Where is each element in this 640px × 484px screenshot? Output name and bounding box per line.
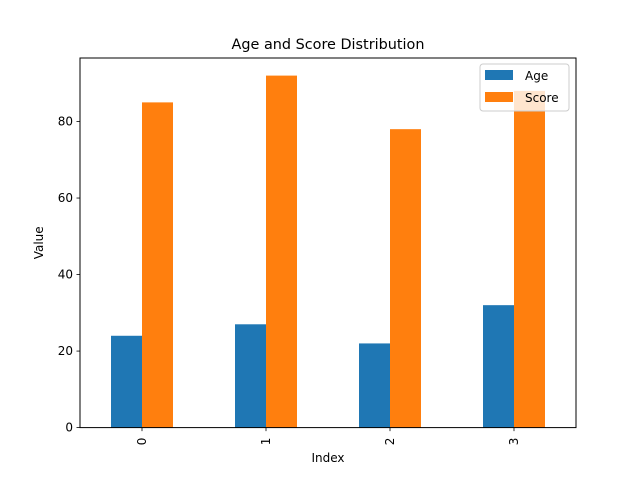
legend-label-score: Score	[525, 91, 559, 105]
chart-title: Age and Score Distribution	[232, 37, 425, 53]
y-tick-label: 20	[58, 344, 73, 358]
bar-age-2	[359, 343, 390, 428]
bar-score-1	[266, 75, 297, 428]
y-tick-label: 80	[58, 115, 73, 129]
x-tick-label: 1	[259, 438, 273, 446]
legend: Age Score	[479, 63, 570, 112]
y-axis-ticks: 0 20 40 60 80	[58, 115, 80, 435]
x-axis-label: Index	[311, 451, 344, 465]
x-axis-ticks: 0 1 2 3	[135, 427, 521, 446]
legend-swatch-age	[485, 70, 513, 80]
y-axis-label: Value	[32, 226, 46, 259]
x-tick-label: 3	[507, 438, 521, 446]
y-tick-label: 60	[58, 191, 73, 205]
bar-age-3	[483, 305, 514, 428]
bars-group	[111, 75, 545, 428]
y-tick-label: 40	[58, 268, 73, 282]
y-tick-label: 0	[65, 421, 73, 435]
bar-age-0	[111, 335, 142, 428]
legend-label-age: Age	[525, 69, 548, 83]
x-tick-label: 0	[135, 438, 149, 446]
x-tick-label: 2	[383, 438, 397, 446]
legend-swatch-score	[485, 92, 513, 102]
bar-score-3	[514, 90, 545, 428]
bar-score-0	[142, 102, 173, 428]
bar-score-2	[390, 129, 421, 428]
bar-age-1	[235, 324, 266, 428]
axes-frame	[79, 57, 577, 429]
